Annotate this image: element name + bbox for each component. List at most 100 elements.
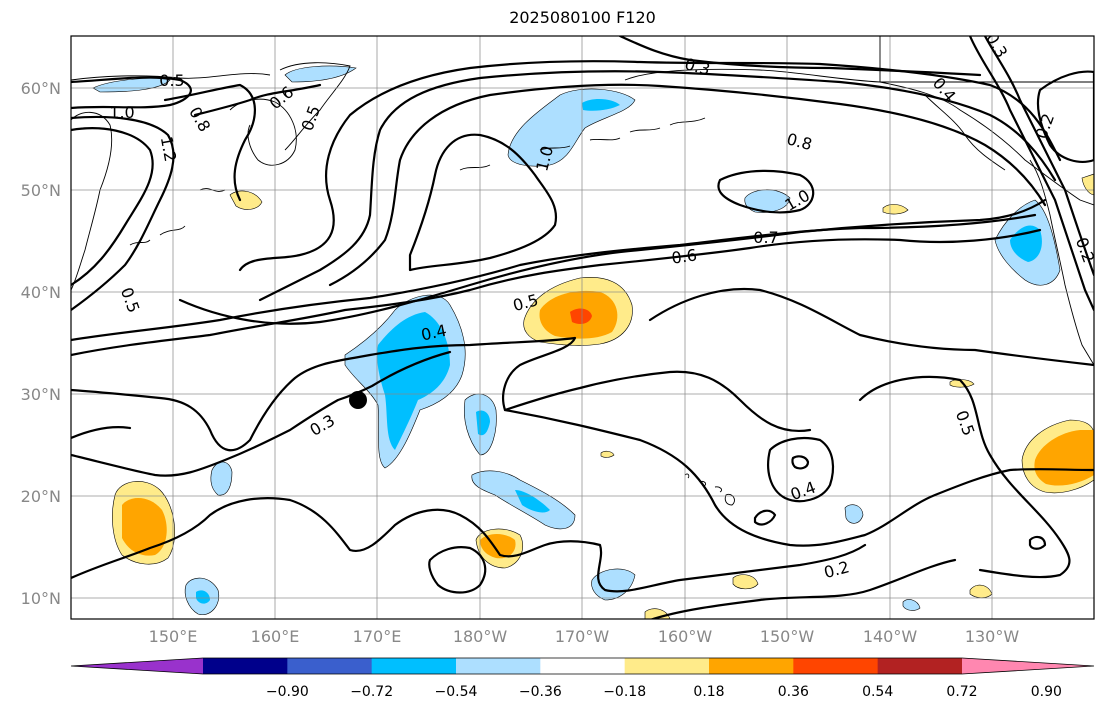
coast-north-america-west <box>1029 159 1094 366</box>
contour-6 <box>71 228 1042 357</box>
lon-tick-label: 150°W <box>760 627 815 646</box>
coast-hawaii <box>684 473 735 506</box>
colorbar: −0.90 −0.72 −0.54 −0.36 −0.18 0.18 0.36 0.54 0.7… <box>70 657 1095 700</box>
lon-tick-label: 160°W <box>658 627 713 646</box>
contour-16 <box>428 546 487 594</box>
colorbar-tick-label: −0.54 <box>435 684 478 700</box>
shade-positive-small-2 <box>882 204 909 215</box>
colorbar-tick-label: 0.54 <box>862 684 893 700</box>
contour-17 <box>767 436 835 503</box>
contour-10 <box>258 70 1057 302</box>
graticule <box>71 36 1094 619</box>
colorbar-tick-label: −0.36 <box>519 684 562 700</box>
shade-negative-west-small <box>210 461 233 496</box>
coast-okhotsk <box>229 98 297 166</box>
contour-22 <box>648 288 1094 367</box>
colorbar-outline <box>70 657 1095 675</box>
colorbar-segment <box>709 658 794 674</box>
colorbar-tick-label: 0.90 <box>1031 684 1062 700</box>
coast-kamchatka-peninsula <box>279 62 351 151</box>
colorbar-segment <box>203 658 288 674</box>
shade-negative-small-3 <box>902 599 921 611</box>
colorbar-segment <box>793 658 879 674</box>
shade-positive-east-core <box>1034 430 1094 486</box>
lat-tick-label: 40°N <box>21 283 61 302</box>
shade-negative-southwest-core <box>196 590 210 604</box>
colorbar-segment <box>371 658 457 674</box>
contour-28 <box>71 426 132 440</box>
lon-tick-label: 150°E <box>149 627 198 646</box>
colorbar-tick-label: 0.36 <box>778 684 809 700</box>
contour-11 <box>328 83 1047 287</box>
shade-positive-west-core <box>122 498 167 556</box>
lat-tick-label: 50°N <box>21 181 61 200</box>
colorbar-tick-label: 0.18 <box>693 684 724 700</box>
contour-20 <box>1028 535 1047 550</box>
contour-7 <box>71 213 1037 342</box>
colorbar-segment <box>624 658 710 674</box>
map-plot-area: 0.5 1.0 0.8 1.2 0.6 0.5 0.3 1.0 0.8 1.0 … <box>71 36 1094 619</box>
colorbar-segment <box>877 658 963 674</box>
contour-9 <box>238 60 1062 272</box>
coast-asia-north <box>71 73 271 81</box>
shade-negative-aleutian-core <box>582 99 620 111</box>
contour-18 <box>791 455 810 470</box>
lat-tick-label: 30°N <box>21 385 61 404</box>
contour-24 <box>717 169 815 214</box>
contour-3 <box>71 127 154 287</box>
contour-29 <box>649 558 957 619</box>
contour-15 <box>71 497 867 593</box>
contour-label: 1.0 <box>109 103 134 122</box>
lat-tick-label: 20°N <box>21 487 61 506</box>
contour-23 <box>503 408 1094 547</box>
map-frame <box>70 35 1095 620</box>
lat-tick-label: 60°N <box>21 79 61 98</box>
lon-tick-label: 140°W <box>863 627 918 646</box>
shade-negative-northwest <box>92 78 171 93</box>
contour-12 <box>408 133 558 272</box>
lon-tick-label: 130°W <box>965 627 1020 646</box>
lat-tick-label: 10°N <box>21 589 61 608</box>
map-title: 2025080100 F120 <box>509 8 656 27</box>
shade-positive-central-core <box>570 308 592 324</box>
colorbar-segment <box>540 658 626 674</box>
contour-label: 0.7 <box>753 228 778 247</box>
contour-label: 0.6 <box>670 245 698 267</box>
colorbar-extend-min <box>71 658 203 674</box>
contour-1 <box>71 76 192 110</box>
coast-alaska-north <box>879 36 1094 83</box>
shade-negative-south <box>591 568 636 601</box>
shade-positive-small-4 <box>732 574 759 590</box>
lon-tick-label: 160°E <box>251 627 300 646</box>
coast-alaska-south <box>624 68 1094 206</box>
colorbar-tick-label: −0.90 <box>266 684 309 700</box>
colorbar-extend-max <box>962 658 1094 674</box>
contour-27 <box>983 36 1094 277</box>
contour-layer <box>71 36 1094 619</box>
contour-8 <box>178 198 1047 325</box>
contour-25 <box>1036 70 1094 163</box>
shade-negative-small-1-core <box>476 410 490 436</box>
colorbar-tick-label: −0.72 <box>350 684 393 700</box>
colorbar-segment <box>287 658 373 674</box>
colorbar-tick-label: −0.18 <box>603 684 646 700</box>
contour-2 <box>71 115 175 312</box>
lon-tick-label: 170°W <box>555 627 610 646</box>
contour-13 <box>71 336 812 452</box>
contour-label: 1.2 <box>157 135 180 163</box>
contour-26 <box>968 36 1094 312</box>
longitude-axis: 150°E 160°E 170°E 180°W 170°W 160°W 150°… <box>149 627 1020 646</box>
contour-19 <box>753 509 777 526</box>
latitude-axis: 10°N 20°N 30°N 40°N 50°N 60°N <box>21 79 61 608</box>
point-marker <box>349 391 367 409</box>
contour-label: 0.5 <box>159 71 184 90</box>
shade-positive-small-8 <box>600 450 615 458</box>
shade-negative-small-2 <box>844 504 864 524</box>
contour-21 <box>858 375 1071 579</box>
contour-4 <box>163 83 256 202</box>
contour-30 <box>618 36 982 77</box>
contour-5 <box>193 83 322 117</box>
lon-tick-label: 170°E <box>353 627 402 646</box>
lon-tick-label: 180°W <box>453 627 508 646</box>
